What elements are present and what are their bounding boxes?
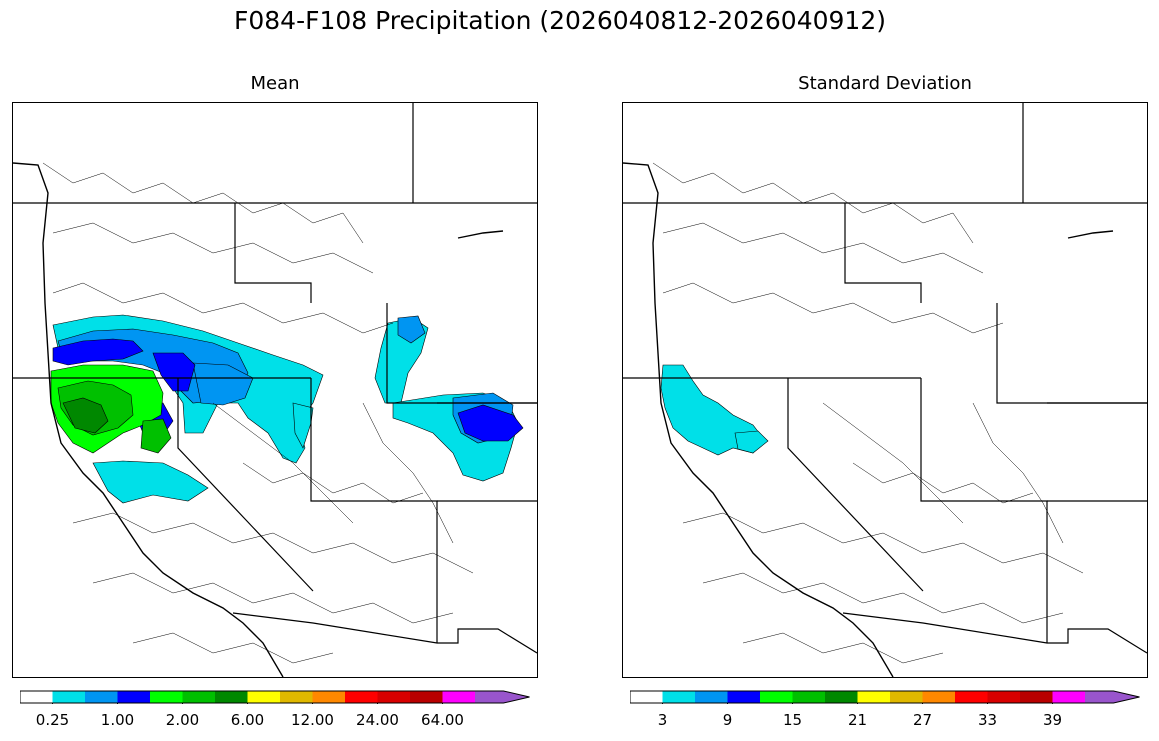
colorbar-segment [377,691,410,703]
colorbar-tick-label: 21 [847,711,868,729]
colorbar-segment [1052,691,1085,703]
colorbar-segment [85,691,118,703]
colorbar-segment [695,691,728,703]
colorbar-segment [247,691,280,703]
colorbar-segment [150,691,183,703]
colorbar-segment [987,691,1020,703]
colorbar-tick-label: 1.00 [100,711,135,729]
mean-coastline [13,162,504,677]
mean-colorbar [20,690,530,704]
colorbar-segment [1085,691,1140,703]
std-colorbar [630,690,1140,704]
colorbar-segment [52,691,85,703]
colorbar-segment [410,691,443,703]
colorbar-tick-label: 12.00 [291,711,334,729]
colorbar-tick-label: 39 [1042,711,1063,729]
std-map [622,102,1148,678]
colorbar-segment [662,691,695,703]
colorbar-segment [825,691,858,703]
colorbar-segment [922,691,955,703]
colorbar-segment [760,691,793,703]
colorbar-tick-label: 6.00 [230,711,265,729]
colorbar-segment [857,691,890,703]
std-state-borders [623,103,1147,654]
std-panel-title: Standard Deviation [798,73,972,94]
colorbar-tick-label: 15 [782,711,803,729]
colorbar-tick-label: 27 [912,711,933,729]
colorbar-segment [215,691,248,703]
std-fill [660,364,769,456]
colorbar-segment [727,691,760,703]
colorbar-segment [630,691,663,703]
std-coastline [623,162,1114,677]
colorbar-outline [630,690,1140,704]
colorbar-tick-label: 9 [722,711,733,729]
colorbar-segment [20,691,53,703]
colorbar-segment [442,691,475,703]
figure-title: F084-F108 Precipitation (2026040812-2026… [233,6,886,35]
colorbar-segment [280,691,313,703]
colorbar-outline [20,690,530,704]
colorbar-segment [955,691,988,703]
colorbar-segment [345,691,378,703]
colorbar-tick-label: 2.00 [165,711,200,729]
colorbar-segment [890,691,923,703]
colorbar-segment [182,691,215,703]
colorbar-tick-label: 24.00 [356,711,399,729]
mean-panel-title: Mean [250,73,300,94]
mean-basin-boundaries [42,162,474,664]
colorbar-tick-label: 3 [657,711,668,729]
std-basin-boundaries [652,162,1084,664]
colorbar-segment [1020,691,1053,703]
colorbar-tick-label: 64.00 [421,711,464,729]
colorbar-segment [475,691,530,703]
mean-map [12,102,538,678]
colorbar-segment [312,691,345,703]
colorbar-segment [792,691,825,703]
colorbar-tick-label: 33 [977,711,998,729]
colorbar-tick-label: 0.25 [35,711,70,729]
mean-precip-fill [50,314,524,504]
colorbar-segment [117,691,150,703]
mean-state-borders [13,103,537,654]
